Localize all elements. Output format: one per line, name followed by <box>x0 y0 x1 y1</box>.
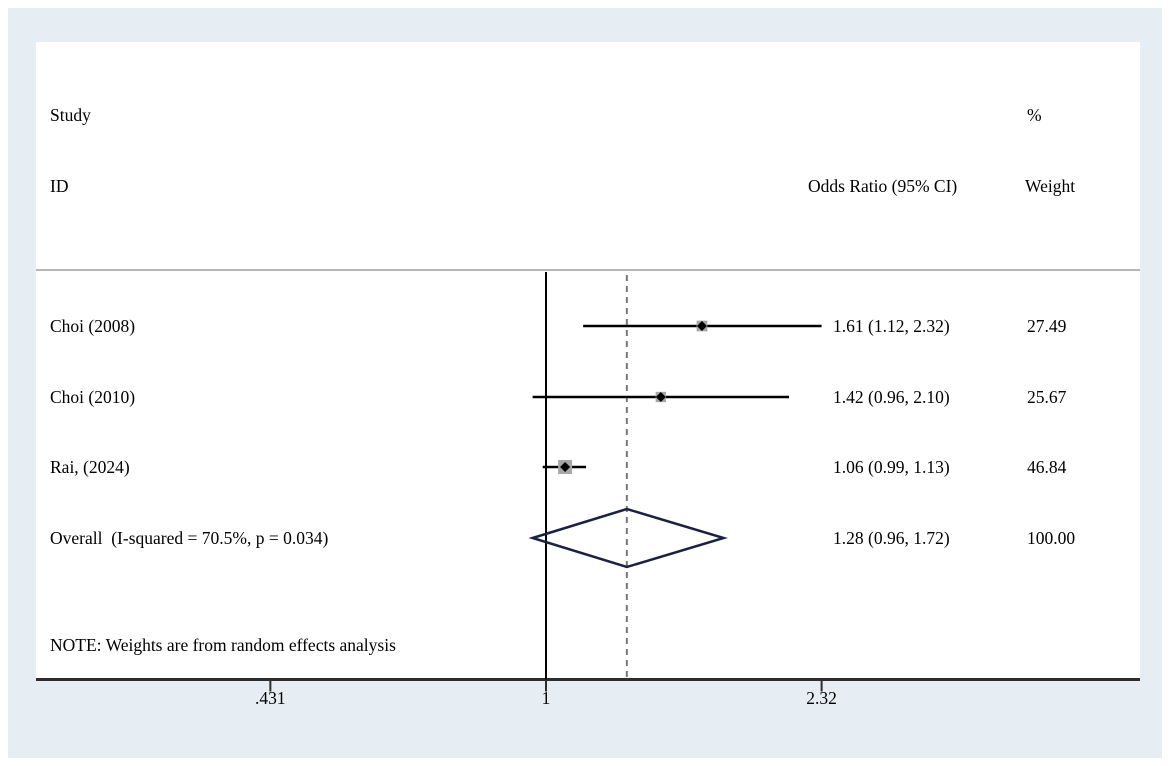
study-weight-label: 27.49 <box>1027 316 1067 336</box>
weight-column-header-line2: Weight <box>1025 176 1076 196</box>
point-estimate-marker <box>655 392 666 402</box>
overall-label: Overall (I-squared = 70.5%, p = 0.034) <box>50 528 329 548</box>
x-axis-tick-label: .431 <box>255 688 286 708</box>
overall-diamond <box>528 507 728 569</box>
study-id-label: Choi (2008) <box>50 316 136 336</box>
study-id-label: Rai, (2024) <box>50 457 130 477</box>
weight-column-header-line1: % <box>1027 105 1042 125</box>
point-estimate-marker <box>696 321 707 331</box>
or-column-header: Odds Ratio (95% CI) <box>808 176 958 196</box>
overall-weight-label: 100.00 <box>1027 528 1076 548</box>
study-column-header-line2: ID <box>50 176 69 196</box>
study-column-header-line1: Study <box>50 105 91 125</box>
random-effects-note: NOTE: Weights are from random effects an… <box>50 635 396 655</box>
x-axis-tick-label: 2.32 <box>806 688 837 708</box>
plot-panel <box>36 42 1140 679</box>
point-estimate-marker <box>560 462 571 472</box>
study-weight-label: 25.67 <box>1027 387 1067 407</box>
study-weight-label: 46.84 <box>1027 457 1067 477</box>
study-or-label: 1.06 (0.99, 1.13) <box>833 457 950 477</box>
x-axis-tick-label: 1 <box>541 688 551 708</box>
study-or-label: 1.61 (1.12, 2.32) <box>833 316 950 336</box>
study-or-label: 1.42 (0.96, 2.10) <box>833 387 950 407</box>
study-id-label: Choi (2010) <box>50 387 136 407</box>
overall-or-label: 1.28 (0.96, 1.72) <box>833 528 950 548</box>
